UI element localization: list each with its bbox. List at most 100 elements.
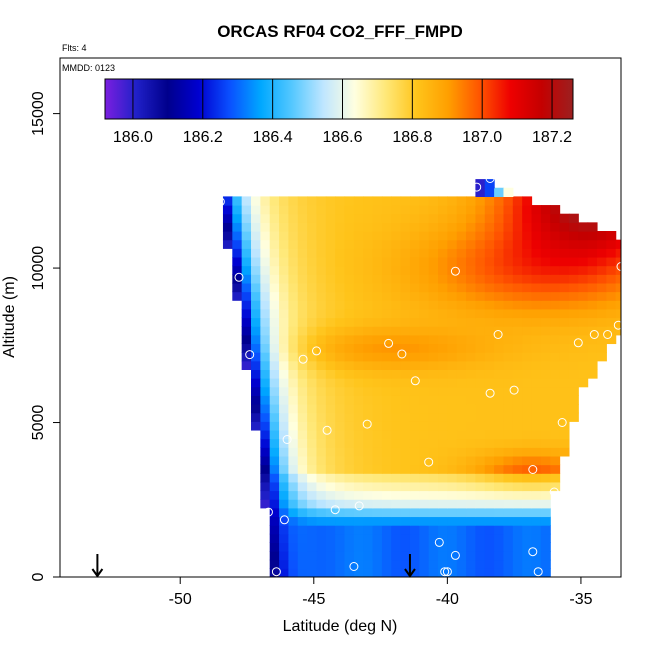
heatmap-cell [372, 205, 383, 215]
heatmap-cell [409, 499, 420, 509]
heatmap-cell [447, 395, 458, 405]
heatmap-cell [550, 343, 561, 353]
heatmap-cell [475, 248, 486, 258]
heatmap-cell [260, 343, 271, 353]
heatmap-cell [540, 464, 551, 474]
heatmap-cell [391, 455, 402, 466]
heatmap-cell [353, 326, 364, 336]
heatmap-cell [269, 360, 280, 370]
heatmap-cell [522, 481, 533, 492]
heatmap-cell [269, 473, 280, 483]
heatmap-cell [307, 352, 318, 362]
heatmap-cell [400, 308, 411, 319]
heatmap-cell [466, 274, 477, 284]
heatmap-cell [381, 568, 392, 577]
heatmap-cell [335, 300, 346, 310]
heatmap-cell [400, 282, 411, 293]
heatmap-cell [381, 274, 392, 284]
heatmap-cell [615, 265, 621, 275]
heatmap-cell [307, 533, 318, 543]
heatmap-cell [307, 222, 318, 232]
heatmap-cell [466, 231, 477, 241]
heatmap-cell [503, 525, 514, 535]
heatmap-cell [615, 300, 621, 310]
heatmap-cell [381, 525, 392, 535]
heatmap-cell [503, 248, 514, 258]
heatmap-cell [512, 438, 523, 448]
heatmap-cell [316, 525, 327, 535]
colorbar-ticks: 186.0 186.2 186.4 186.6 186.8 187.0 187.2 [113, 79, 572, 146]
heatmap-cell [428, 395, 439, 405]
heatmap-cell [372, 507, 383, 518]
heatmap-cell [475, 343, 486, 353]
heatmap-cell [466, 300, 477, 310]
heatmap-cell [279, 533, 290, 543]
heatmap-cell [288, 525, 299, 535]
heatmap-cell [316, 300, 327, 310]
heatmap-cell [400, 455, 411, 466]
heatmap-cell [494, 542, 505, 552]
heatmap-cell [335, 421, 346, 431]
heatmap-cell [466, 464, 477, 474]
heatmap-cell [372, 308, 383, 319]
heatmap-cell [288, 334, 299, 345]
heatmap-cell [344, 559, 355, 569]
heatmap-cell [372, 395, 383, 405]
heatmap-cell [484, 274, 495, 284]
observation-point [213, 185, 223, 195]
heatmap-cell [484, 447, 495, 457]
heatmap-cell [428, 291, 439, 301]
heatmap-cell [409, 378, 420, 388]
heatmap-cell [391, 265, 402, 275]
heatmap-cell [316, 455, 327, 466]
heatmap-cell [587, 256, 598, 267]
heatmap-cell [288, 343, 299, 353]
heatmap-cell [363, 481, 374, 492]
heatmap-cell [400, 551, 411, 561]
heatmap-cell [260, 274, 271, 284]
heatmap-cell [550, 386, 561, 396]
heatmap-cell [307, 317, 318, 327]
heatmap-cell [232, 231, 243, 241]
heatmap-cell [251, 308, 261, 319]
heatmap-cell [540, 447, 551, 457]
heatmap-cell [466, 499, 477, 509]
heatmap-cell [466, 481, 477, 492]
heatmap-cell [494, 308, 505, 319]
heatmap-cell [447, 473, 458, 483]
heatmap-cell [353, 559, 364, 569]
heatmap-cell [522, 274, 533, 284]
heatmap-cell [353, 516, 364, 526]
heatmap-cell [344, 369, 355, 379]
heatmap-cell [550, 274, 561, 284]
heatmap-cell [494, 421, 505, 431]
heatmap-cell [540, 559, 551, 569]
heatmap-cell [531, 412, 542, 422]
heatmap-cell [438, 499, 448, 509]
heatmap-cell [251, 412, 261, 422]
heatmap-cell [531, 507, 542, 518]
heatmap-cell [222, 239, 233, 249]
heatmap-cell [381, 499, 392, 509]
heatmap-cell [260, 464, 271, 474]
heatmap-cell [540, 490, 551, 500]
heatmap-cell [297, 455, 308, 466]
heatmap-cell [409, 455, 420, 466]
heatmap-cell [344, 429, 355, 440]
heatmap-cell [344, 490, 355, 500]
heatmap-cell [475, 179, 486, 189]
heatmap-cell [269, 205, 280, 215]
heatmap-cell [550, 412, 561, 422]
heatmap-cell [391, 213, 402, 223]
heatmap-cell [335, 360, 346, 370]
heatmap-cell [494, 196, 505, 206]
heatmap-cell [419, 326, 430, 336]
heatmap-cell [316, 490, 327, 500]
heatmap-cell [288, 481, 299, 492]
heatmap-cell [550, 438, 561, 448]
observation-point [573, 338, 583, 348]
observation-point [485, 174, 495, 183]
heatmap-cell [325, 326, 336, 336]
heatmap-cell [335, 291, 346, 301]
heatmap-cell [335, 559, 346, 569]
